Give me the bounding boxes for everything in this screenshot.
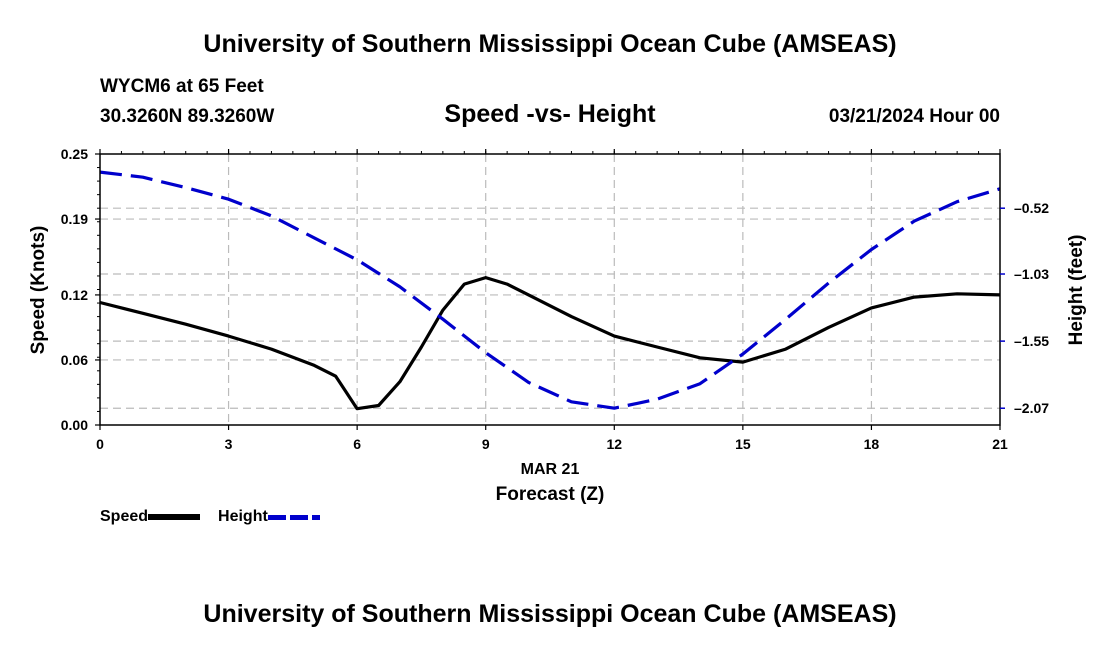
legend-height-label: Height (218, 508, 268, 525)
x-tick-label: 21 (992, 436, 1008, 452)
y-tick-label: 0.00 (61, 417, 88, 433)
x-axis-date-label: MAR 21 (521, 461, 580, 478)
y2-tick-label: –2.07 (1014, 400, 1049, 416)
x-tick-label: 3 (225, 436, 233, 452)
series-layer (99, 170, 1001, 411)
legend-height-swatch (267, 514, 320, 520)
footer-title: University of Southern Mississippi Ocean… (203, 600, 897, 628)
y-tick-label: 0.19 (61, 211, 88, 227)
x-tick-label: 18 (864, 436, 880, 452)
grid (100, 154, 1000, 425)
y-tick-label: 0.06 (61, 352, 88, 368)
height-series-line (99, 170, 1001, 410)
legend: Speed Height (100, 508, 338, 526)
x-tick-label: 6 (353, 436, 361, 452)
x-tick-label: 15 (735, 436, 751, 452)
axis-layer: 0 3 6 9 12 15 18 21 0.00 0.06 0.12 0.19 0.25 –2.07 –1.… (61, 146, 1049, 452)
x-tick-label: 9 (482, 436, 490, 452)
y2-axis-title: Height (feet) (1066, 235, 1087, 346)
station-location: 30.3260N 89.3260W (100, 106, 275, 127)
y-tick-label: 0.25 (61, 146, 88, 162)
y2-tick-label: –1.03 (1014, 266, 1049, 282)
plot-frame (99, 153, 1001, 426)
y2-tick-label: –1.55 (1014, 333, 1049, 349)
forecast-date: 03/21/2024 Hour 00 (828, 106, 1000, 127)
x-axis-title: Forecast (Z) (496, 484, 605, 505)
y-tick-label: 0.12 (61, 287, 88, 303)
legend-speed-label: Speed (100, 508, 149, 525)
chart-subtitle: Speed -vs- Height (444, 100, 656, 128)
x-tick-label: 12 (606, 436, 622, 452)
speed-series-line (99, 276, 1001, 411)
station-name: WYCM6 at 65 Feet (100, 76, 264, 97)
x-tick-label: 0 (96, 436, 104, 452)
y2-tick-label: –0.52 (1014, 200, 1049, 216)
y-axis-title: Speed (Knots) (28, 226, 49, 355)
legend-speed-swatch (148, 514, 201, 520)
chart-title: University of Southern Mississippi Ocean… (203, 30, 897, 58)
